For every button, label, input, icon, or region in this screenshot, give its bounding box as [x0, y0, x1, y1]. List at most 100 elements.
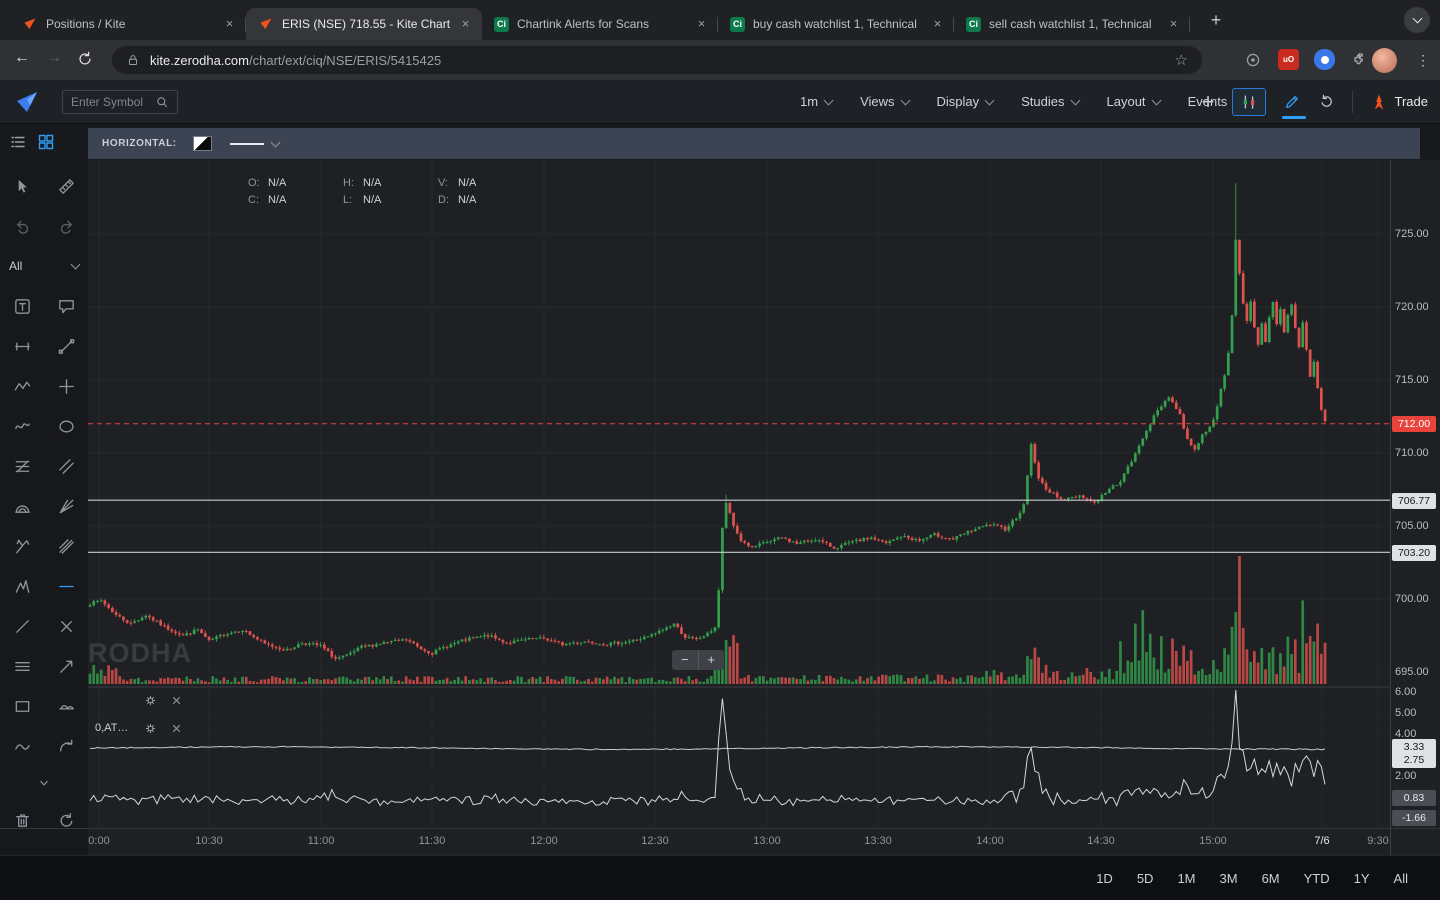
- tool-measure[interactable]: [53, 174, 79, 198]
- range-1y[interactable]: 1Y: [1353, 870, 1370, 886]
- more-tools-button[interactable]: [31, 774, 57, 792]
- tool-time-cycle[interactable]: [53, 694, 79, 718]
- tool-trend-line[interactable]: [53, 334, 79, 358]
- legend-value: N/A: [268, 193, 287, 206]
- tool-channel[interactable]: [53, 454, 79, 478]
- range-all[interactable]: All: [1393, 870, 1408, 886]
- tab-close-icon[interactable]: ×: [933, 15, 942, 31]
- tool-filter-label: All: [9, 259, 23, 273]
- extension-icon-1[interactable]: [1242, 49, 1263, 70]
- range-ytd[interactable]: YTD: [1303, 870, 1330, 886]
- zoom-out-button[interactable]: −: [672, 650, 699, 670]
- range-3m[interactable]: 3M: [1219, 870, 1238, 886]
- browser-tab[interactable]: Ci Chartink Alerts for Scans ×: [482, 8, 718, 40]
- time-axis[interactable]: 0:00 10:30 11:00 11:30 12:00 12:30 13:00 13:30 1…: [88, 829, 1390, 855]
- line-style-dropdown[interactable]: [229, 137, 281, 147]
- tool-cross-x[interactable]: [53, 614, 79, 638]
- extensions-area: uO: [1242, 49, 1371, 70]
- menu-studies[interactable]: Studies: [1021, 94, 1080, 109]
- tool-fib-arcs[interactable]: [9, 494, 35, 518]
- zoom-in-button[interactable]: +: [707, 652, 716, 667]
- puzzle-extension-icon[interactable]: [1350, 49, 1371, 70]
- bookmark-star-icon[interactable]: ☆: [1174, 52, 1188, 69]
- tool-callout[interactable]: [53, 294, 79, 318]
- browser-tab[interactable]: ERIS (NSE) 718.55 - Kite Chart ×: [246, 8, 482, 40]
- tool-restore[interactable]: [53, 808, 79, 832]
- study-label: 0,AT…: [95, 722, 129, 734]
- tool-crosshair[interactable]: [53, 374, 79, 398]
- tool-doodle[interactable]: [9, 414, 35, 438]
- kite-logo[interactable]: [14, 89, 40, 120]
- tab-close-icon[interactable]: ×: [225, 15, 234, 31]
- tool-grid: All: [0, 174, 88, 832]
- symbol-search-input[interactable]: [63, 95, 155, 109]
- tool-zigzag[interactable]: [9, 374, 35, 398]
- line-color-swatch[interactable]: [192, 136, 212, 151]
- price-chart-canvas[interactable]: [88, 160, 1390, 828]
- browser-toolbar: ← → kite.zerodha.com/chart/ext/ciq/NSE/E…: [0, 40, 1440, 80]
- study-settings-button[interactable]: [143, 721, 158, 736]
- study-remove-button[interactable]: [169, 693, 184, 708]
- tab-search-button[interactable]: [1404, 7, 1430, 33]
- menu-layout[interactable]: Layout: [1107, 94, 1162, 109]
- tool-redo[interactable]: [53, 214, 79, 238]
- tool-filter-dropdown[interactable]: All: [6, 254, 82, 278]
- tab-close-icon[interactable]: ×: [461, 15, 470, 31]
- browser-menu-icon[interactable]: ⋮: [1416, 52, 1430, 68]
- zoom-control: − +: [672, 650, 724, 670]
- menu-events[interactable]: Events: [1188, 94, 1243, 109]
- chart-type-button[interactable]: [1231, 87, 1266, 116]
- price-axis[interactable]: 725.00 720.00 715.00 710.00 705.00 700.00 695.…: [1391, 160, 1440, 855]
- forward-button[interactable]: →: [46, 49, 62, 66]
- study-settings-button[interactable]: [143, 693, 158, 708]
- range-1m[interactable]: 1M: [1177, 870, 1196, 886]
- tool-ellipse[interactable]: [53, 414, 79, 438]
- new-tab-button[interactable]: +: [1210, 10, 1222, 30]
- compare-add-button[interactable]: +: [1201, 88, 1215, 114]
- back-button[interactable]: ←: [14, 49, 30, 66]
- reload-button[interactable]: [76, 50, 100, 72]
- tab-close-icon[interactable]: ×: [1169, 15, 1178, 31]
- tool-measure-line[interactable]: [9, 334, 35, 358]
- interval-selector[interactable]: 1m: [800, 94, 834, 109]
- chevron-down-icon: [1412, 13, 1422, 24]
- tool-undo[interactable]: [9, 214, 35, 238]
- tool-trash[interactable]: [9, 808, 35, 832]
- extension-icon-2[interactable]: [1314, 49, 1335, 70]
- tool-peak[interactable]: [9, 574, 35, 598]
- close-x-icon: [172, 696, 181, 704]
- study-remove-button[interactable]: [169, 721, 184, 736]
- tool-annotation[interactable]: [9, 294, 35, 318]
- tool-fib-retracement[interactable]: [9, 454, 35, 478]
- layout-grid-icon[interactable]: [36, 132, 56, 152]
- tool-freehand[interactable]: [9, 734, 35, 758]
- tool-gann-fan[interactable]: [53, 494, 79, 518]
- tool-rectangle[interactable]: [9, 694, 35, 718]
- menu-views[interactable]: Views: [860, 94, 910, 109]
- tool-speed-lines[interactable]: [9, 654, 35, 678]
- address-bar[interactable]: kite.zerodha.com/chart/ext/ciq/NSE/ERIS/…: [112, 46, 1202, 74]
- study-list-icon[interactable]: [8, 132, 28, 152]
- browser-tab[interactable]: Ci buy cash watchlist 1, Technical ×: [718, 8, 954, 40]
- chart-area[interactable]: O: N/A H: N/A V: N/A C: N/A L: N/A D: N/A RODHA − +…: [88, 160, 1390, 855]
- profile-avatar[interactable]: [1372, 48, 1397, 73]
- range-1d[interactable]: 1D: [1096, 870, 1113, 886]
- range-5d[interactable]: 5D: [1136, 870, 1154, 886]
- tool-pitchfork[interactable]: [9, 534, 35, 558]
- pointer-icon: [18, 179, 27, 193]
- refresh-chart-button[interactable]: [1318, 93, 1335, 110]
- tool-ray[interactable]: [53, 654, 79, 678]
- tool-curve-arrow[interactable]: [53, 734, 79, 758]
- tab-close-icon[interactable]: ×: [697, 15, 706, 31]
- tool-pointer[interactable]: [9, 174, 35, 198]
- draw-mode-button[interactable]: [1281, 85, 1306, 119]
- tool-diagonal-line[interactable]: [9, 614, 35, 638]
- range-6m[interactable]: 6M: [1261, 870, 1280, 886]
- browser-tab[interactable]: Ci sell cash watchlist 1, Technical ×: [954, 8, 1190, 40]
- browser-tab[interactable]: Positions / Kite ×: [10, 8, 246, 40]
- tool-pitchfork-alt[interactable]: [53, 534, 79, 558]
- trade-button[interactable]: Trade: [1370, 93, 1428, 111]
- ublock-extension-icon[interactable]: uO: [1278, 49, 1299, 70]
- tool-horizontal-line[interactable]: [53, 574, 79, 598]
- menu-display[interactable]: Display: [937, 94, 995, 109]
